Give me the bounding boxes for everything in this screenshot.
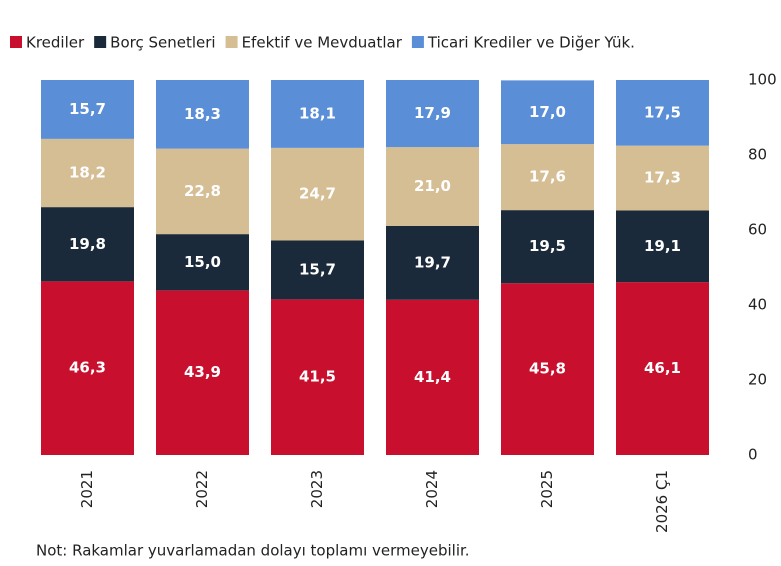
bar-segment — [616, 145, 709, 211]
bar-segment — [271, 240, 364, 300]
bar-segment — [271, 299, 364, 455]
value-label: 18,3 — [184, 105, 221, 123]
legend-swatch — [10, 36, 22, 48]
value-label: 43,9 — [184, 363, 221, 381]
bar-segment — [41, 207, 134, 282]
value-label: 17,5 — [644, 103, 681, 121]
bar-segment — [501, 144, 594, 211]
legend-swatch — [94, 36, 107, 48]
bar-segment — [501, 283, 594, 455]
x-tick-label: 2023 — [308, 470, 326, 508]
bar-segment — [156, 148, 249, 235]
bar-segment — [156, 80, 249, 149]
bar-segment — [271, 80, 364, 148]
y-tick-label: 20 — [748, 371, 767, 389]
value-label: 24,7 — [299, 185, 336, 203]
value-label: 17,0 — [529, 103, 566, 121]
bar-segment — [41, 281, 134, 455]
value-label: 15,7 — [299, 260, 336, 278]
legend-label: Ticari Krediler ve Diğer Yük. — [427, 34, 635, 52]
y-tick-label: 80 — [748, 146, 767, 164]
y-tick-label: 100 — [748, 71, 777, 89]
bar-segment — [156, 290, 249, 455]
legend-label: Efektif ve Mevduatlar — [242, 34, 403, 52]
value-label: 17,9 — [414, 104, 451, 122]
value-label: 15,7 — [69, 100, 106, 118]
bar-segment — [386, 225, 479, 300]
bar-segment — [271, 147, 364, 241]
note: Not: Rakamlar yuvarlamadan dolayı toplam… — [36, 542, 470, 560]
value-label: 22,8 — [184, 182, 221, 200]
value-label: 18,2 — [69, 164, 106, 182]
value-label: 45,8 — [529, 360, 566, 378]
value-label: 41,5 — [299, 368, 336, 386]
y-tick-label: 0 — [748, 446, 758, 464]
bar-segment — [616, 282, 709, 455]
value-label: 15,0 — [184, 253, 221, 271]
bar-segment — [501, 80, 594, 145]
bar-segment — [386, 80, 479, 148]
bar-segment — [386, 147, 479, 226]
value-label: 19,5 — [529, 237, 566, 255]
legend-label: Borç Senetleri — [110, 34, 215, 52]
y-tick-label: 40 — [748, 296, 767, 314]
bar-segment — [501, 210, 594, 284]
x-tick-label: 2026 Ç1 — [653, 470, 671, 533]
bar-segment — [616, 80, 709, 146]
value-label: 21,0 — [414, 177, 451, 195]
bar-segment — [616, 210, 709, 283]
bar-segment — [41, 138, 134, 208]
bar-segment — [156, 234, 249, 291]
x-tick-label: 2025 — [538, 470, 556, 508]
value-label: 46,3 — [69, 359, 106, 377]
legend-swatch — [411, 36, 424, 48]
legend-label: Krediler — [26, 34, 85, 52]
value-label: 17,6 — [529, 168, 566, 186]
value-label: 19,1 — [644, 237, 681, 255]
bar-segment — [386, 299, 479, 455]
value-label: 46,1 — [644, 359, 681, 377]
x-tick-label: 2024 — [423, 470, 441, 508]
y-tick-label: 60 — [748, 221, 767, 239]
value-label: 17,3 — [644, 169, 681, 187]
value-label: 19,7 — [414, 253, 451, 271]
x-tick-label: 2021 — [78, 470, 96, 508]
bar-segment — [41, 80, 134, 139]
value-label: 19,8 — [69, 235, 106, 253]
legend-swatch — [225, 36, 238, 48]
x-tick-label: 2022 — [193, 470, 211, 508]
value-label: 41,4 — [414, 368, 451, 386]
value-label: 18,1 — [299, 104, 336, 122]
